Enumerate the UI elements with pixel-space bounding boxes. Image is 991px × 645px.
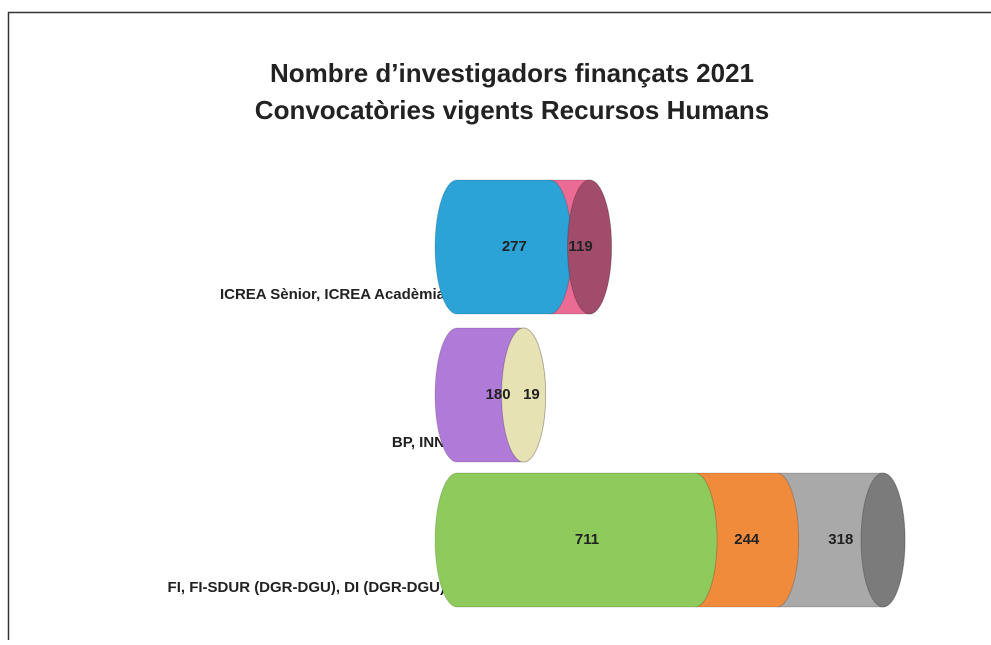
category-label: BP, INN	[392, 434, 445, 451]
value-label: 180	[486, 386, 511, 403]
value-label: 119	[569, 238, 593, 255]
value-label: 318	[828, 531, 853, 548]
chart-title: Nombre d’investigadors finançats 2021	[270, 58, 754, 88]
category-label: FI, FI-SDUR (DGR-DGU), DI (DGR-DGU)	[168, 579, 445, 596]
value-label: 277	[502, 238, 527, 255]
bar-end-cap	[861, 473, 905, 607]
value-label: 711	[575, 531, 599, 548]
chart-subtitle: Convocatòries vigents Recursos Humans	[255, 95, 769, 125]
value-label: 19	[523, 386, 540, 403]
category-label: ICREA Sènior, ICREA Acadèmia	[220, 286, 446, 303]
value-label: 244	[734, 531, 760, 548]
